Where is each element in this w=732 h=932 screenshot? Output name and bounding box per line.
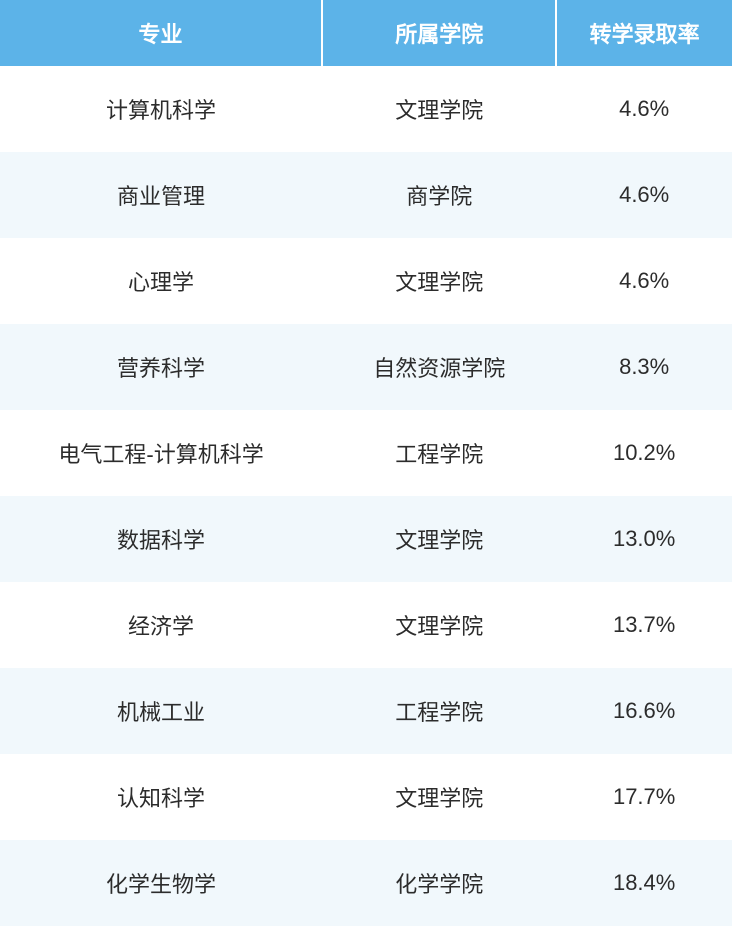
cell-school: 文理学院	[322, 66, 556, 152]
cell-rate: 10.2%	[556, 410, 732, 496]
cell-major: 心理学	[0, 238, 322, 324]
cell-school: 工程学院	[322, 410, 556, 496]
table-row: 化学生物学 化学学院 18.4%	[0, 840, 732, 926]
cell-rate: 17.7%	[556, 754, 732, 840]
cell-major: 经济学	[0, 582, 322, 668]
cell-rate: 13.0%	[556, 496, 732, 582]
table-row: 电气工程-计算机科学 工程学院 10.2%	[0, 410, 732, 496]
cell-major: 认知科学	[0, 754, 322, 840]
cell-school: 文理学院	[322, 754, 556, 840]
cell-school: 文理学院	[322, 496, 556, 582]
table-row: 数据科学 文理学院 13.0%	[0, 496, 732, 582]
table-row: 心理学 文理学院 4.6%	[0, 238, 732, 324]
cell-rate: 18.4%	[556, 840, 732, 926]
cell-major: 化学生物学	[0, 840, 322, 926]
cell-school: 自然资源学院	[322, 324, 556, 410]
cell-major: 数据科学	[0, 496, 322, 582]
cell-rate: 8.3%	[556, 324, 732, 410]
header-rate: 转学录取率	[556, 0, 732, 66]
header-major: 专业	[0, 0, 322, 66]
table-row: 认知科学 文理学院 17.7%	[0, 754, 732, 840]
table-header-row: 专业 所属学院 转学录取率	[0, 0, 732, 66]
cell-major: 电气工程-计算机科学	[0, 410, 322, 496]
cell-school: 文理学院	[322, 582, 556, 668]
cell-rate: 13.7%	[556, 582, 732, 668]
cell-rate: 4.6%	[556, 238, 732, 324]
cell-major: 商业管理	[0, 152, 322, 238]
cell-rate: 4.6%	[556, 152, 732, 238]
table-row: 经济学 文理学院 13.7%	[0, 582, 732, 668]
cell-major: 计算机科学	[0, 66, 322, 152]
header-school: 所属学院	[322, 0, 556, 66]
cell-school: 文理学院	[322, 238, 556, 324]
cell-major: 机械工业	[0, 668, 322, 754]
table-row: 营养科学 自然资源学院 8.3%	[0, 324, 732, 410]
cell-rate: 16.6%	[556, 668, 732, 754]
cell-school: 化学学院	[322, 840, 556, 926]
cell-rate: 4.6%	[556, 66, 732, 152]
admission-rate-table: 专业 所属学院 转学录取率 计算机科学 文理学院 4.6% 商业管理 商学院 4…	[0, 0, 732, 926]
table-row: 计算机科学 文理学院 4.6%	[0, 66, 732, 152]
cell-major: 营养科学	[0, 324, 322, 410]
cell-school: 商学院	[322, 152, 556, 238]
cell-school: 工程学院	[322, 668, 556, 754]
table-row: 机械工业 工程学院 16.6%	[0, 668, 732, 754]
table-row: 商业管理 商学院 4.6%	[0, 152, 732, 238]
